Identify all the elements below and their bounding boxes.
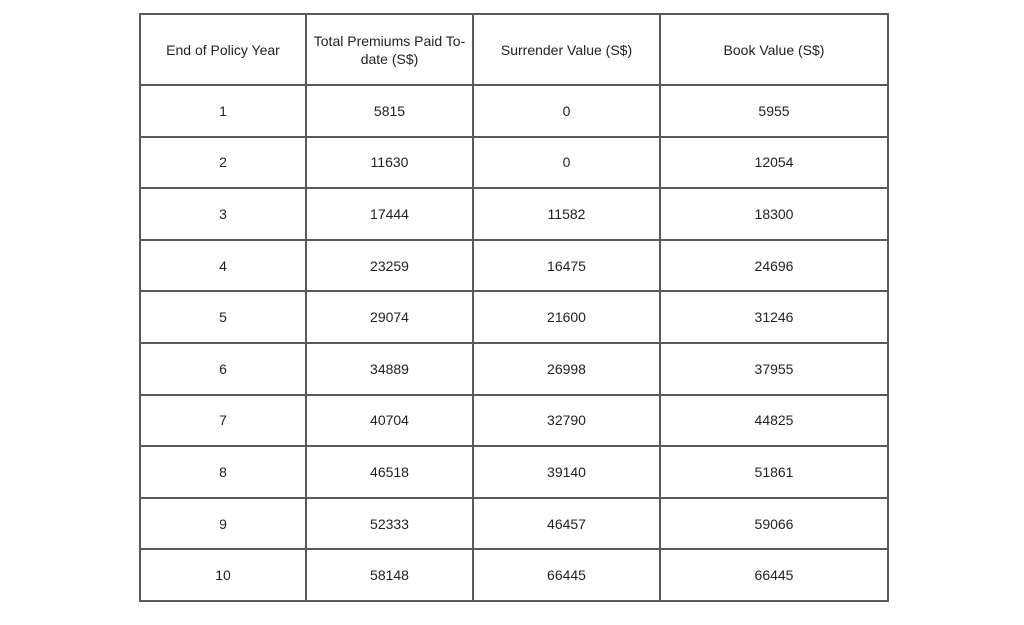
policy-table: End of Policy Year Total Premiums Paid To… (139, 13, 889, 602)
table-cell: 37955 (659, 341, 889, 396)
table-row: 5 29074 21600 31246 (139, 290, 889, 344)
table-row: 2 11630 0 12054 (139, 135, 889, 190)
table-cell: 4 (139, 238, 307, 293)
table-cell: 26998 (472, 341, 661, 396)
table-cell: 52333 (305, 496, 474, 551)
table-cell: 66445 (472, 548, 661, 602)
table-cell: 31246 (659, 290, 889, 344)
table-cell: 5815 (305, 84, 474, 138)
table-cell: 9 (139, 496, 307, 551)
table-cell: 0 (472, 135, 661, 190)
table-cell: 46457 (472, 496, 661, 551)
table-body: 1 5815 0 5955 2 11630 0 12054 3 17444 11582 18300 4 2… (139, 84, 889, 602)
table-cell: 58148 (305, 548, 474, 602)
table-cell: 11582 (472, 187, 661, 241)
table-cell: 46518 (305, 445, 474, 499)
column-header: Total Premiums Paid To-date (S$) (305, 13, 474, 86)
table-cell: 11630 (305, 135, 474, 190)
column-header: Book Value (S$) (659, 13, 889, 86)
table-cell: 3 (139, 187, 307, 241)
table-cell: 2 (139, 135, 307, 190)
table-row: 1 5815 0 5955 (139, 84, 889, 138)
table-row: 10 58148 66445 66445 (139, 548, 889, 602)
table-cell: 12054 (659, 135, 889, 190)
table-header: End of Policy Year Total Premiums Paid To… (139, 13, 889, 86)
table-row: 4 23259 16475 24696 (139, 238, 889, 293)
table-row: 7 40704 32790 44825 (139, 393, 889, 448)
table-cell: 40704 (305, 393, 474, 448)
table-cell: 0 (472, 84, 661, 138)
table-cell: 7 (139, 393, 307, 448)
table-row: 3 17444 11582 18300 (139, 187, 889, 241)
table-cell: 66445 (659, 548, 889, 602)
table-row: 9 52333 46457 59066 (139, 496, 889, 551)
table-cell: 5 (139, 290, 307, 344)
column-header: End of Policy Year (139, 13, 307, 86)
table-cell: 18300 (659, 187, 889, 241)
table-cell: 6 (139, 341, 307, 396)
table-cell: 5955 (659, 84, 889, 138)
header-row: End of Policy Year Total Premiums Paid To… (139, 13, 889, 86)
table-cell: 23259 (305, 238, 474, 293)
table-cell: 39140 (472, 445, 661, 499)
table-cell: 8 (139, 445, 307, 499)
column-header: Surrender Value (S$) (472, 13, 661, 86)
table-cell: 34889 (305, 341, 474, 396)
table-row: 8 46518 39140 51861 (139, 445, 889, 499)
table-row: 6 34889 26998 37955 (139, 341, 889, 396)
table-cell: 44825 (659, 393, 889, 448)
table-cell: 1 (139, 84, 307, 138)
table-cell: 32790 (472, 393, 661, 448)
table-cell: 29074 (305, 290, 474, 344)
table-cell: 59066 (659, 496, 889, 551)
table-cell: 24696 (659, 238, 889, 293)
table-cell: 17444 (305, 187, 474, 241)
table-cell: 51861 (659, 445, 889, 499)
table-cell: 10 (139, 548, 307, 602)
table-cell: 21600 (472, 290, 661, 344)
table-cell: 16475 (472, 238, 661, 293)
